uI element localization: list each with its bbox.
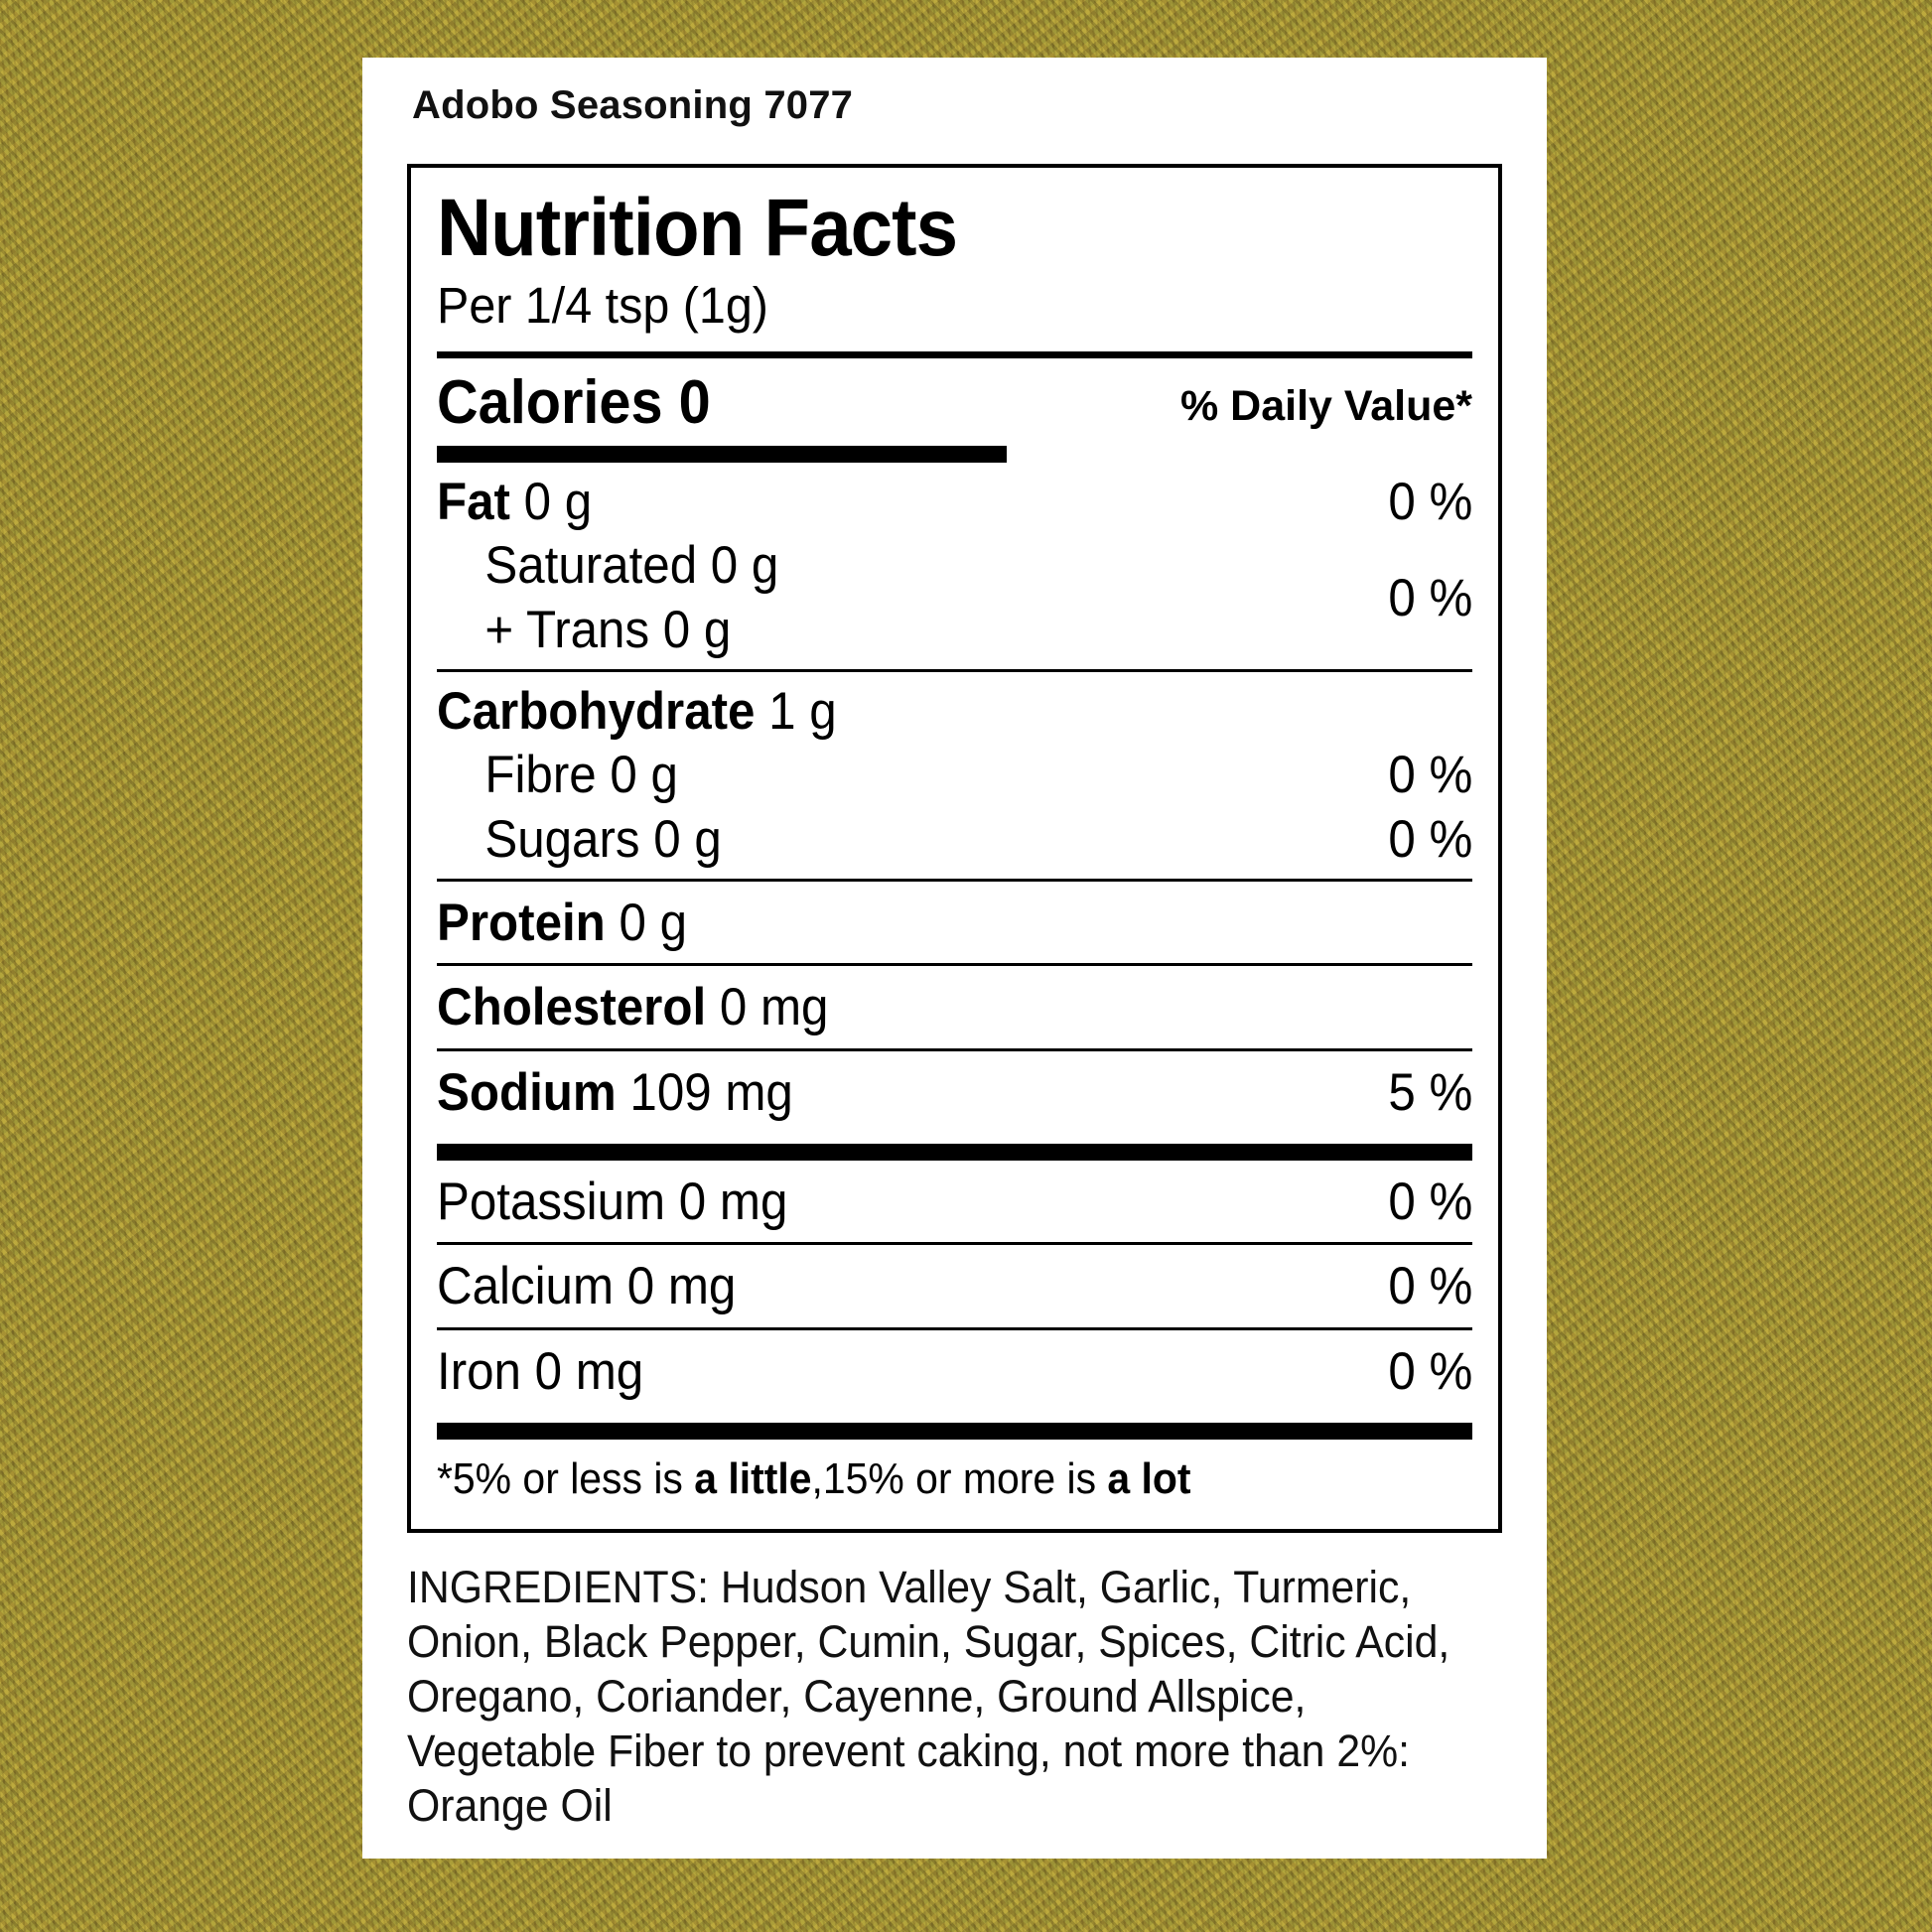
potassium-line: Potassium 0 mg (437, 1172, 788, 1231)
protein-label: Protein (437, 893, 606, 952)
footnote-part-2: ,15% or more is (811, 1453, 1108, 1503)
footnote-bold-a-lot: a lot (1107, 1453, 1191, 1503)
fat-daily-value: 0 % (1388, 472, 1472, 531)
sodium-daily-value: 5 % (1388, 1063, 1472, 1123)
saturated-fat-line: Saturated 0 g (484, 536, 779, 596)
spacer (437, 1134, 1472, 1144)
carbohydrate-row: Carbohydrate 1 g (437, 680, 1472, 745)
fat-row: Fat 0 g 0 % (437, 471, 1472, 535)
divider-under-carbohydrate (437, 878, 1472, 882)
fat-amount: 0 g (509, 472, 593, 531)
nutrition-label-card: Adobo Seasoning 7077 Nutrition Facts Per… (362, 58, 1547, 1859)
divider-under-calcium (437, 1327, 1472, 1331)
ingredients-text: INGREDIENTS: Hudson Valley Salt, Garlic,… (407, 1562, 1450, 1832)
saturated-trans-daily-value: 0 % (1388, 568, 1472, 627)
divider-below-minerals (437, 1422, 1472, 1440)
protein-amount: 0 g (605, 893, 688, 952)
fat-label: Fat (437, 472, 510, 531)
daily-value-header: % Daily Value* (1180, 381, 1472, 430)
cholesterol-label: Cholesterol (437, 978, 707, 1037)
calories-row: Calories 0 % Daily Value* (437, 367, 1472, 437)
fat-group: Fat 0 g 0 % Saturated 0 g + Trans 0 g 0 … (437, 463, 1472, 669)
divider-under-protein (437, 963, 1472, 967)
divider-above-minerals (437, 1143, 1472, 1161)
iron-daily-value: 0 % (1388, 1342, 1472, 1402)
iron-row: Iron 0 mg 0 % (437, 1330, 1472, 1413)
carbohydrate-label-wrap: Carbohydrate 1 g (437, 680, 1400, 745)
cholesterol-label-wrap: Cholesterol 0 mg (437, 976, 1400, 1040)
carbohydrate-label: Carbohydrate (437, 681, 756, 741)
sugars-line: Sugars 0 g (484, 810, 722, 870)
page-title: Adobo Seasoning 7077 (412, 83, 854, 127)
sodium-row: Sodium 109 mg 5 % (437, 1051, 1472, 1134)
iron-line: Iron 0 mg (437, 1342, 644, 1402)
carbohydrate-amount: 1 g (755, 681, 837, 741)
saturated-trans-row: Saturated 0 g + Trans 0 g 0 % (437, 534, 1472, 662)
saturated-trans-labels: Saturated 0 g + Trans 0 g (437, 534, 1382, 662)
cholesterol-row: Cholesterol 0 mg (437, 966, 1472, 1048)
sugars-daily-value: 0 % (1388, 810, 1472, 870)
divider-under-potassium (437, 1242, 1472, 1246)
fibre-line: Fibre 0 g (484, 746, 678, 805)
potassium-daily-value: 0 % (1388, 1172, 1472, 1231)
protein-label-wrap: Protein 0 g (437, 892, 1400, 956)
fibre-row: Fibre 0 g 0 % (437, 744, 1472, 808)
divider-under-serving (437, 350, 1472, 358)
spacer (437, 334, 1472, 351)
fibre-daily-value: 0 % (1388, 746, 1472, 805)
daily-value-footnote: *5% or less is a little,15% or more is a… (437, 1440, 1400, 1506)
fat-label-wrap: Fat 0 g (437, 471, 1315, 535)
divider-under-fat (437, 668, 1472, 672)
calcium-row: Calcium 0 mg 0 % (437, 1245, 1472, 1327)
calories-underline-bar (437, 445, 1007, 463)
nutrition-facts-panel: Nutrition Facts Per 1/4 tsp (1g) Calorie… (407, 164, 1502, 1534)
divider-under-cholesterol (437, 1048, 1472, 1052)
spacer (437, 1413, 1472, 1423)
sodium-label: Sodium (437, 1063, 617, 1123)
footnote-bold-a-little: a little (694, 1453, 812, 1503)
trans-fat-line: + Trans 0 g (484, 601, 732, 660)
sodium-label-wrap: Sodium 109 mg (437, 1061, 1315, 1126)
calcium-line: Calcium 0 mg (437, 1257, 737, 1316)
carbohydrate-group: Carbohydrate 1 g Fibre 0 g 0 % Sugars 0 … (437, 672, 1472, 879)
calcium-daily-value: 0 % (1388, 1257, 1472, 1316)
cholesterol-amount: 0 mg (706, 978, 829, 1037)
footnote-part-1: *5% or less is (437, 1453, 695, 1503)
protein-row: Protein 0 g (437, 882, 1472, 964)
calories-label: Calories 0 (437, 367, 711, 437)
sodium-amount: 109 mg (616, 1063, 793, 1123)
potassium-row: Potassium 0 mg 0 % (437, 1161, 1472, 1243)
sugars-row: Sugars 0 g 0 % (437, 808, 1472, 873)
nutrition-facts-heading: Nutrition Facts (437, 183, 958, 273)
serving-size-text: Per 1/4 tsp (1g) (437, 276, 768, 334)
